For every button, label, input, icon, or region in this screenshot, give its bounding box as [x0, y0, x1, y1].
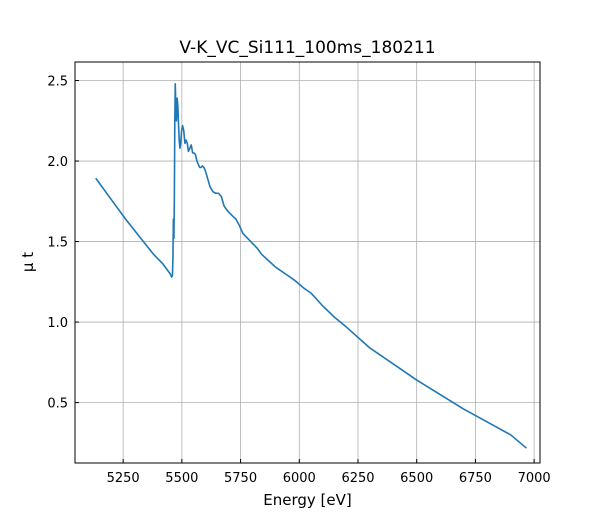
chart-title: V-K_VC_Si111_100ms_180211 [179, 38, 435, 58]
series-line [95, 82, 527, 449]
grid [75, 62, 540, 463]
y-axis-label: μ t [19, 252, 37, 272]
x-tick-label: 5500 [165, 471, 198, 486]
x-tick-label: 7000 [518, 471, 551, 486]
y-tick-label: 1.0 [47, 316, 68, 331]
x-axis-label: Energy [eV] [263, 491, 351, 509]
x-tick-label: 6250 [341, 471, 374, 486]
x-tick-label: 5250 [107, 471, 140, 486]
x-tick-label: 6500 [400, 471, 433, 486]
y-tick-label: 2.0 [47, 155, 68, 170]
series-layer [95, 82, 527, 449]
plot-frame [74, 61, 541, 464]
y-tick-label: 0.5 [47, 397, 68, 412]
axis-ticks: 5250 5500 5750 6000 6250 6500 6750 7000 0.5 1.0 1.… [47, 75, 550, 486]
y-tick-label: 2.5 [47, 75, 68, 90]
x-tick-label: 6000 [283, 471, 316, 486]
x-tick-label: 6750 [459, 471, 492, 486]
y-tick-label: 1.5 [47, 236, 68, 251]
x-tick-label: 5750 [224, 471, 257, 486]
